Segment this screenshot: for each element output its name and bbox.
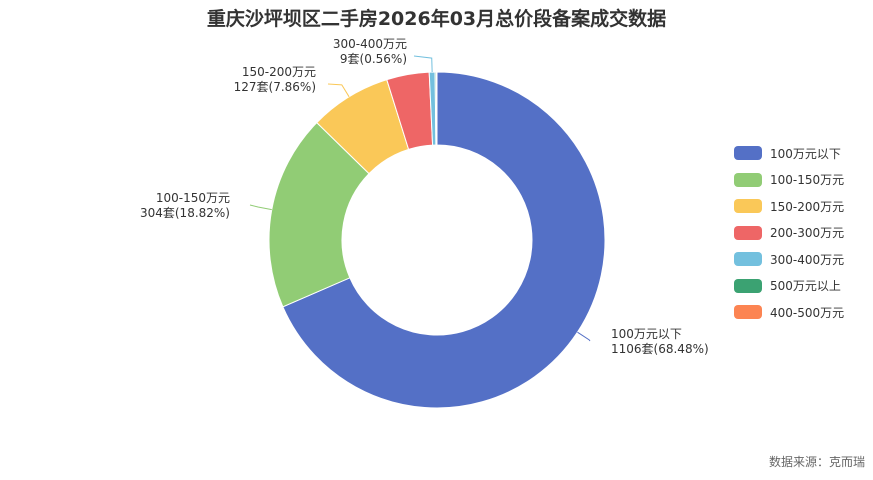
legend-label: 500万元以上	[770, 279, 841, 293]
slice-label-name-0: 100万元以下	[611, 327, 682, 341]
legend-swatch	[734, 305, 762, 319]
slice-label-value-4: 9套(0.56%)	[340, 52, 407, 66]
chart-title: 重庆沙坪坝区二手房2026年03月总价段备案成交数据	[206, 8, 667, 30]
slice-label-value-0: 1106套(68.48%)	[611, 342, 709, 356]
legend-swatch	[734, 252, 762, 266]
slice-label-value-1: 304套(18.82%)	[140, 206, 230, 220]
leader-line-0	[577, 331, 591, 342]
legend-label: 150-200万元	[770, 199, 845, 214]
legend-swatch	[734, 278, 762, 293]
slice-label-name-4: 300-400万元	[333, 37, 407, 51]
slice-6[interactable]	[435, 71, 438, 146]
legend-swatch	[734, 199, 762, 213]
slice-label-value-2: 127套(7.86%)	[234, 80, 316, 94]
slice-label-name-1: 100-150万元	[156, 191, 230, 205]
legend-item-3[interactable]: 200-300万元	[734, 223, 844, 243]
legend-label: 300-400万元	[770, 252, 845, 267]
source-note: 数据来源：克而瑞	[768, 455, 865, 469]
legend: 100万元以下 100-150万元 150-200万元 200-300万元 300-40…	[734, 143, 844, 329]
legend-label: 100-150万元	[770, 173, 845, 187]
legend-label: 200-300万元	[770, 226, 845, 240]
legend-item-2[interactable]: 150-200万元	[734, 196, 844, 216]
legend-item-0[interactable]: 100万元以下	[734, 143, 844, 163]
legend-label: 400-500万元	[770, 305, 845, 320]
legend-swatch	[734, 172, 762, 187]
leader-line-4	[413, 55, 433, 73]
legend-swatch	[734, 225, 762, 240]
leader-line-2	[327, 83, 350, 98]
slice-1[interactable]	[268, 121, 370, 308]
legend-item-1[interactable]: 100-150万元	[734, 170, 844, 190]
legend-label: 100万元以下	[770, 146, 841, 161]
slice-label-name-2: 150-200万元	[242, 65, 316, 79]
legend-item-5[interactable]: 500万元以上	[734, 276, 844, 296]
legend-swatch	[734, 146, 762, 160]
leader-line-1	[249, 204, 272, 211]
legend-item-4[interactable]: 300-400万元	[734, 249, 844, 269]
legend-item-6[interactable]: 400-500万元	[734, 302, 844, 322]
slice-0[interactable]	[282, 71, 606, 409]
